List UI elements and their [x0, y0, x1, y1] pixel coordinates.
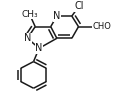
Text: Cl: Cl: [74, 1, 84, 11]
Text: N: N: [24, 33, 31, 43]
Text: N: N: [53, 11, 61, 21]
Text: N: N: [35, 43, 43, 53]
Text: CH₃: CH₃: [21, 10, 38, 19]
Text: CHO: CHO: [92, 22, 111, 31]
